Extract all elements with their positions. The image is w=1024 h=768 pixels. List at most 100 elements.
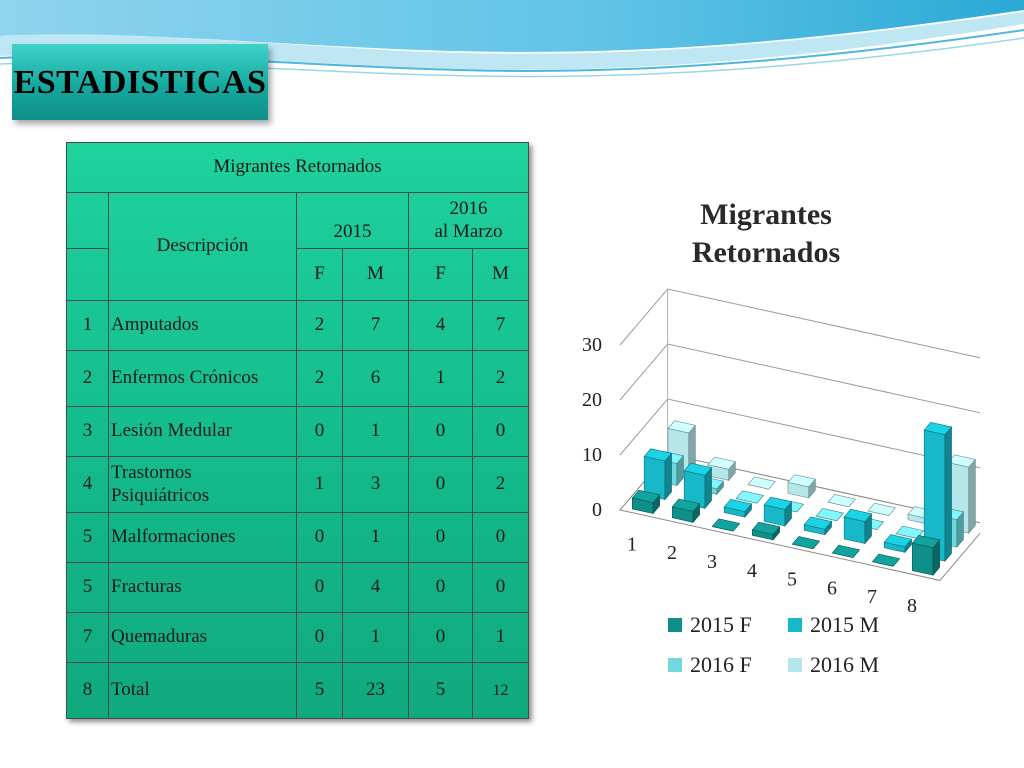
row-number: 2	[66, 350, 109, 407]
cell-2015-m: 23	[342, 662, 409, 719]
row-number: 5	[66, 512, 109, 563]
table-row: 7 Quemaduras 0 1 0 1	[66, 612, 529, 663]
x-tick-label: 1	[627, 533, 637, 555]
table-caption: Migrantes Retornados	[66, 142, 529, 193]
table-subheader: M	[472, 248, 529, 301]
cell-2015-m: 1	[342, 406, 409, 457]
table-row: 3 Lesión Medular 0 1 0 0	[66, 406, 529, 457]
table-subheader: F	[296, 248, 343, 301]
cell-2016-f: 0	[408, 456, 473, 513]
cell-2016-f: 0	[408, 562, 473, 613]
bar	[791, 536, 821, 550]
cell-2015-m: 1	[342, 512, 409, 563]
cell-2016-f: 0	[408, 406, 473, 457]
x-tick-label: 3	[707, 551, 717, 573]
table-subheader: F	[408, 248, 473, 301]
bar	[883, 534, 913, 554]
table-row: 5 Fracturas 0 4 0 0	[66, 562, 529, 613]
cell-2016-m: 2	[472, 350, 529, 407]
cell-2016-m: 0	[472, 512, 529, 563]
table-row: 4 Trastornos Psiquiátricos 1 3 0 2	[66, 456, 529, 513]
chart-title-line: Retornados	[692, 236, 840, 269]
table-header-2015: 2015	[296, 192, 409, 249]
row-description: Lesión Medular	[108, 406, 297, 457]
table-row: 2 Enfermos Crónicos 2 6 1 2	[66, 350, 529, 407]
x-tick-label: 8	[907, 595, 917, 617]
table-header-2016-year: 2016	[449, 197, 488, 219]
table-header-2016: 2016 al Marzo	[408, 192, 529, 249]
row-description: Trastornos Psiquiátricos	[108, 456, 297, 513]
bar	[747, 476, 776, 490]
x-tick-label: 6	[827, 577, 837, 599]
cell-2015-m: 7	[342, 300, 409, 351]
cell-2015-f: 0	[296, 562, 343, 613]
legend-item: 2016 F	[668, 652, 752, 677]
bar	[683, 462, 713, 510]
cell-2016-m: 0	[472, 562, 529, 613]
legend-label: 2016 M	[810, 652, 879, 677]
slide-title: ESTADISTICAS	[13, 64, 267, 101]
bar	[787, 474, 816, 499]
legend-swatch	[668, 658, 682, 672]
x-tick-label: 5	[787, 569, 797, 591]
y-tick-label: 30	[582, 334, 602, 356]
cell-2015-f: 0	[296, 512, 343, 563]
y-tick-label: 20	[582, 389, 602, 411]
cell-2015-m: 4	[342, 562, 409, 613]
row-description: Quemaduras	[108, 612, 297, 663]
x-tick-label: 4	[747, 560, 757, 582]
cell-2015-f: 0	[296, 406, 343, 457]
bar	[763, 496, 793, 527]
bar	[711, 518, 741, 532]
cell-2015-f: 2	[296, 350, 343, 407]
bar	[643, 448, 673, 501]
cell-2015-f: 1	[296, 456, 343, 513]
cell-2016-f: 5	[408, 662, 473, 719]
row-number: 3	[66, 406, 109, 457]
cell-2016-m: 2	[472, 456, 529, 513]
bar	[911, 535, 941, 576]
legend-swatch	[668, 618, 682, 632]
legend-item: 2015 F	[668, 612, 752, 637]
cell-2015-m: 3	[342, 456, 409, 513]
bar	[631, 489, 661, 515]
row-description: Enfermos Crónicos	[108, 350, 297, 407]
bar	[803, 516, 833, 536]
bar	[871, 553, 901, 567]
x-tick-label: 2	[667, 542, 677, 564]
legend-item: 2015 M	[788, 612, 879, 637]
bar	[735, 490, 764, 504]
row-description: Total	[108, 662, 297, 719]
row-description: Malformaciones	[108, 512, 297, 563]
table-subheader: M	[342, 248, 409, 301]
bar	[707, 456, 736, 482]
row-description: Amputados	[108, 300, 297, 351]
cell-2016-f: 1	[408, 350, 473, 407]
cell-2015-f: 2	[296, 300, 343, 351]
table-cell	[66, 192, 109, 249]
chart-legend: 2015 F 2015 M 2016 F 2016 M	[668, 612, 879, 677]
bar	[843, 508, 873, 545]
legend-label: 2015 M	[810, 612, 879, 637]
cell-2015-f: 5	[296, 662, 343, 719]
table-cell	[66, 248, 109, 301]
table-header-description: Descripción	[108, 192, 297, 301]
x-tick-label: 7	[867, 586, 877, 608]
cell-2016-m: 0	[472, 406, 529, 457]
cell-2015-f: 0	[296, 612, 343, 663]
chart: Migrantes Retornados 0 10 20 30 1 2 3 4 5 6 7 8 201…	[582, 198, 980, 677]
bar	[723, 499, 753, 518]
y-tick-label: 0	[592, 499, 602, 521]
legend-label: 2016 F	[690, 652, 752, 677]
table-row: 8 Total 5 23 5 12	[66, 662, 529, 719]
legend-label: 2015 F	[690, 612, 752, 637]
gridline	[619, 288, 980, 359]
bar	[827, 494, 856, 508]
cell-2016-f: 0	[408, 512, 473, 563]
bar	[831, 544, 861, 558]
cell-2016-m: 7	[472, 300, 529, 351]
legend-swatch	[788, 618, 802, 632]
cell-2015-m: 1	[342, 612, 409, 663]
row-number: 5	[66, 562, 109, 613]
cell-2016-f: 4	[408, 300, 473, 351]
